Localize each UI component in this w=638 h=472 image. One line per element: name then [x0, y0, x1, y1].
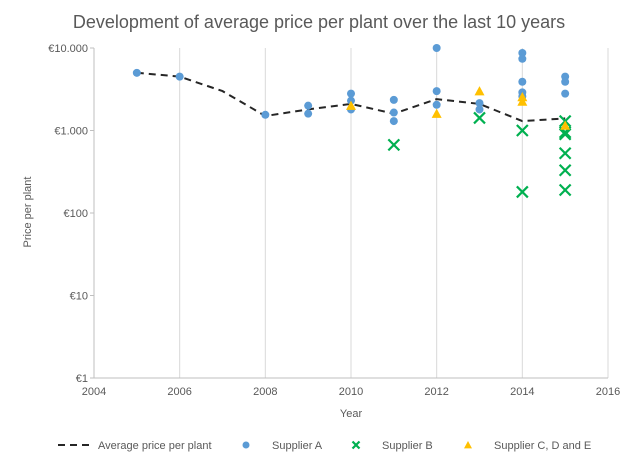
supplier-a-point	[561, 89, 570, 98]
y-tick-label: €10.000	[48, 43, 88, 55]
supplier-a-point	[561, 77, 570, 86]
x-tick-label: 2016	[596, 386, 620, 398]
supplier-a-point	[347, 96, 355, 105]
x-tick-label: 2008	[253, 386, 277, 398]
legend-item-supplier-b: Supplier B	[351, 440, 433, 452]
average-price-per-plant-line	[136, 71, 566, 123]
supplier-b-point	[516, 185, 529, 199]
y-tick-label: €10	[70, 291, 88, 303]
supplier-b-point	[473, 111, 486, 125]
legend-swatch	[464, 441, 472, 449]
supplier-b-point	[558, 146, 572, 160]
x-tick-label: 2010	[339, 386, 363, 398]
supplier-c-d-and-e-point	[517, 96, 528, 106]
legend-label: Supplier C, D and E	[494, 440, 591, 452]
supplier-a-point	[432, 44, 441, 52]
supplier-a-point	[347, 89, 355, 98]
supplier-a-point	[175, 72, 184, 81]
legend-item-average-price-per-plant: Average price per plant	[58, 440, 212, 452]
x-tick-label: 2006	[167, 386, 191, 398]
legend: Average price per plant Supplier A Supplie…	[58, 440, 591, 452]
supplier-a-point	[389, 117, 398, 126]
x-tick-label: 2012	[424, 386, 448, 398]
legend-label: Supplier A	[272, 440, 323, 452]
supplier-b-point	[558, 127, 572, 141]
supplier-b-point	[387, 138, 401, 152]
x-tick-label: 2004	[82, 386, 106, 398]
y-tick-label: €100	[64, 208, 88, 220]
supplier-a-point	[261, 110, 270, 119]
supplier-a-point	[475, 105, 484, 114]
supplier-c-d-and-e-point	[474, 86, 485, 96]
legend-item-supplier-a: Supplier A	[242, 440, 323, 452]
supplier-a-point	[389, 95, 398, 104]
legend-swatch	[351, 440, 361, 450]
supplier-a-point	[132, 68, 141, 77]
legend-swatch	[242, 441, 250, 449]
plot-series	[132, 44, 572, 199]
supplier-a-point	[304, 101, 313, 110]
y-tick-label: €1	[76, 373, 88, 385]
supplier-a-point	[518, 77, 527, 86]
supplier-b-point	[558, 183, 572, 197]
supplier-a-point	[518, 54, 527, 63]
y-axis-label: Price per plant	[22, 177, 34, 248]
x-tick-label: 2014	[510, 386, 534, 398]
x-axis-label: Year	[340, 408, 363, 420]
supplier-c-d-and-e-point	[346, 100, 356, 110]
supplier-a-point	[518, 48, 527, 57]
legend-label: Average price per plant	[98, 440, 212, 452]
supplier-a-point	[304, 109, 313, 118]
legend-label: Supplier B	[382, 440, 433, 452]
supplier-a-point	[389, 108, 398, 117]
supplier-b-point	[558, 163, 572, 177]
supplier-c-d-and-e-point	[431, 108, 442, 118]
chart-title: Development of average price per plant o…	[73, 12, 565, 32]
supplier-c-d-and-e-point	[560, 120, 571, 130]
supplier-b-point	[516, 124, 529, 137]
x-axis-ticks: 2004 2006 2008 2010 2012 2014 2016	[82, 386, 620, 398]
legend-item-supplier-c-d-and-e: Supplier C, D and E	[464, 440, 591, 452]
supplier-a-point	[475, 99, 484, 108]
y-axis-ticks: €1 €10 €100 €1.000 €10.000	[48, 43, 94, 385]
y-tick-label: €1.000	[54, 126, 88, 138]
supplier-a-point	[432, 100, 441, 109]
supplier-a-point	[432, 87, 441, 96]
